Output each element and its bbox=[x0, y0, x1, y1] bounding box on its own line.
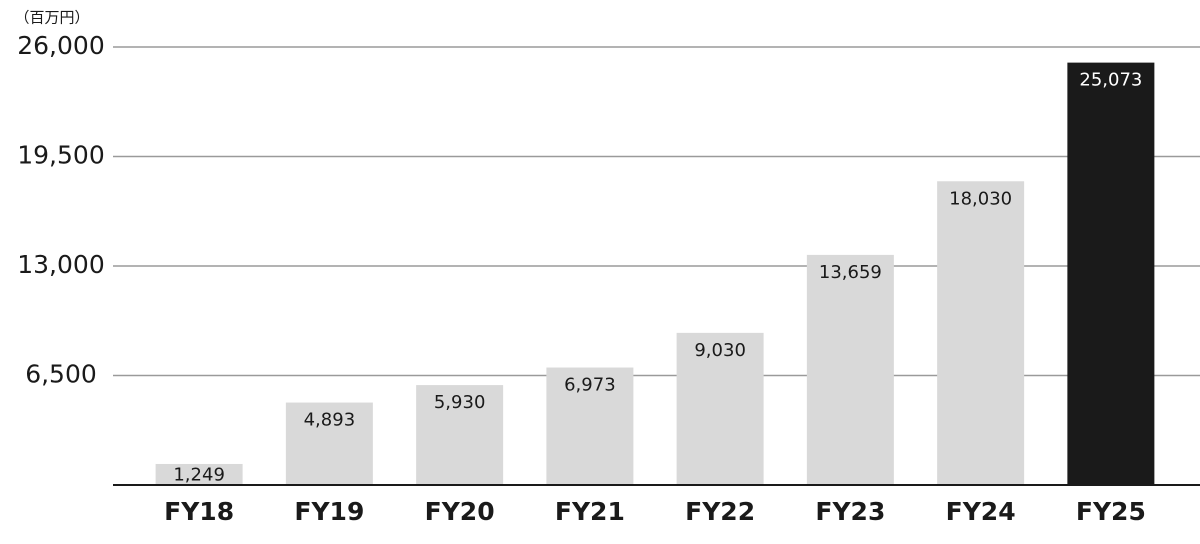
x-tick-label: FY23 bbox=[815, 497, 885, 526]
x-tick-label: FY20 bbox=[425, 497, 495, 526]
bar bbox=[1067, 62, 1155, 485]
y-tick-label: 26,000 bbox=[17, 31, 104, 60]
x-tick-label: FY25 bbox=[1076, 497, 1146, 526]
y-tick-label: 6,500 bbox=[25, 360, 97, 389]
x-tick-label: FY18 bbox=[164, 497, 234, 526]
bar bbox=[155, 463, 243, 485]
bar bbox=[416, 385, 504, 485]
value-label: 1,249 bbox=[173, 464, 225, 485]
y-tick-label: 13,000 bbox=[17, 250, 104, 279]
unit-label: （百万円） bbox=[14, 9, 89, 27]
value-label: 9,030 bbox=[694, 340, 746, 361]
value-label: 25,073 bbox=[1079, 70, 1142, 91]
x-tick-label: FY22 bbox=[685, 497, 755, 526]
x-tick-label: FY24 bbox=[946, 497, 1016, 526]
y-tick-label: 19,500 bbox=[17, 141, 104, 170]
value-label: 6,973 bbox=[564, 375, 616, 396]
value-label: 4,893 bbox=[304, 410, 356, 431]
bar bbox=[285, 402, 373, 485]
value-label: 18,030 bbox=[949, 188, 1012, 209]
value-label: 5,930 bbox=[434, 392, 486, 413]
bar bbox=[937, 181, 1025, 485]
bar bbox=[676, 332, 764, 485]
bar bbox=[806, 254, 894, 485]
x-tick-label: FY21 bbox=[555, 497, 625, 526]
bar bbox=[546, 367, 634, 485]
value-label: 13,659 bbox=[819, 262, 882, 283]
x-tick-label: FY19 bbox=[294, 497, 364, 526]
